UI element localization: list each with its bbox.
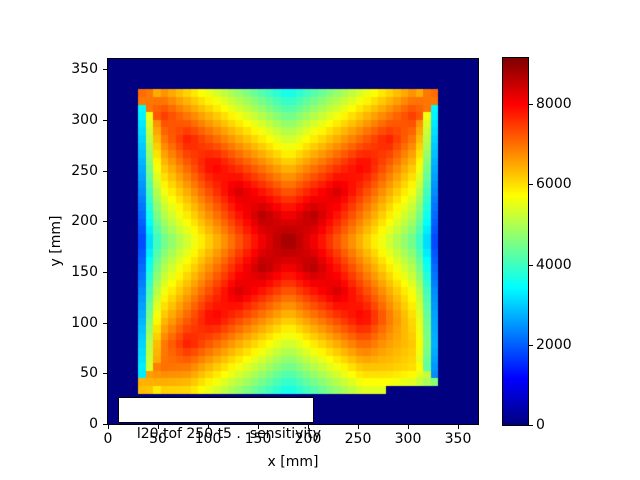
x-tick-label: 150: [245, 432, 272, 446]
y-tick-label: 300: [71, 111, 98, 128]
colorbar-tick-label: 6000: [536, 176, 572, 193]
x-tick-label: 300: [394, 431, 422, 447]
y-tick-mark: [103, 373, 107, 375]
colorbar-tick-mark: [529, 344, 533, 346]
colorbar-tick-mark: [529, 264, 533, 266]
y-tick-label: 100: [71, 314, 98, 331]
annotation-box: l20.tof 250 t5 . sensitivity: [118, 397, 321, 442]
y-tick-mark: [103, 424, 107, 425]
colorbar-tick-mark: [529, 425, 533, 426]
y-tick-label: 200: [71, 213, 98, 230]
colorbar-tick-mark: [529, 104, 533, 106]
colorbar-tick-label: 8000: [536, 96, 572, 113]
colorbar-tick-label: 0: [536, 417, 545, 433]
x-tick-mark: [408, 425, 409, 429]
y-tick-mark: [103, 69, 107, 71]
y-tick-mark: [103, 221, 107, 223]
annotation-text: l20.tof 250 t5 . sensitivity: [136, 426, 322, 442]
x-tick-label: 350: [444, 431, 472, 447]
x-tick-mark: [108, 425, 109, 429]
colorbar-tick-label: 2000: [536, 336, 572, 353]
y-tick-mark: [103, 119, 107, 121]
x-tick-mark: [308, 425, 309, 429]
y-tick-mark: [103, 170, 107, 172]
x-axis-label: x [mm]: [267, 454, 319, 470]
x-tick-label: 0: [103, 431, 113, 447]
heatmap-canvas: [108, 59, 478, 424]
y-tick-label: 50: [80, 365, 98, 382]
x-tick-label: 200: [295, 432, 322, 446]
y-tick-mark: [103, 271, 107, 273]
x-tick-mark: [158, 425, 159, 429]
plot-area: [107, 58, 479, 425]
x-tick-mark: [358, 425, 359, 429]
x-tick-label: 250: [344, 431, 372, 447]
x-tick-mark: [458, 425, 459, 429]
x-tick-mark: [208, 425, 209, 429]
y-tick-label: 350: [71, 61, 98, 78]
x-tick-label: 100: [195, 432, 222, 446]
colorbar-tick-label: 4000: [536, 256, 572, 273]
x-tick-mark: [258, 425, 259, 429]
y-tick-label: 0: [89, 416, 98, 432]
y-tick-mark: [103, 322, 107, 324]
colorbar-tick-mark: [529, 184, 533, 186]
colorbar: [502, 57, 529, 426]
y-tick-label: 150: [71, 263, 98, 280]
y-tick-label: 250: [71, 162, 98, 179]
colorbar-canvas: [503, 58, 528, 425]
x-tick-label: 50: [149, 432, 167, 446]
